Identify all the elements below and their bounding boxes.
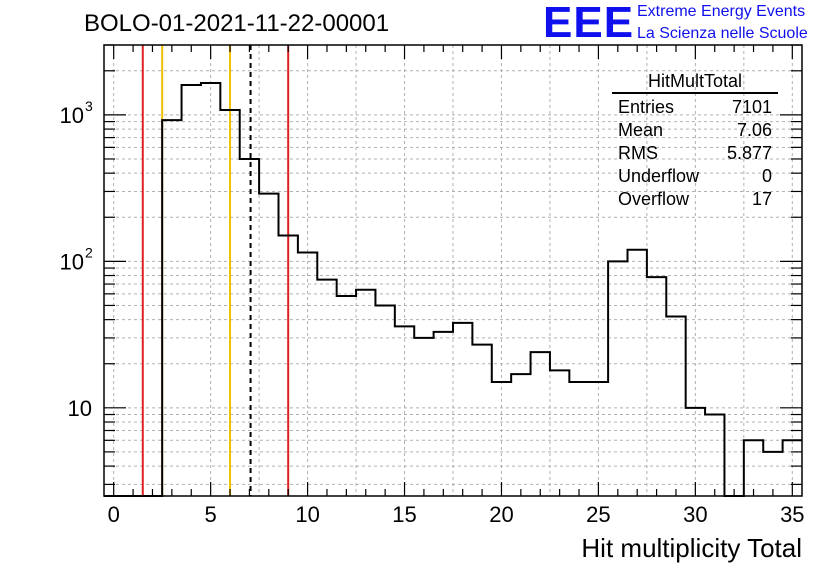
stats-label: Entries: [618, 97, 675, 117]
chart-title: BOLO-01-2021-11-22-00001: [84, 10, 390, 37]
stats-label: Mean: [618, 120, 664, 140]
x-tick-label: 35: [780, 502, 804, 527]
grid-lines: [104, 44, 802, 496]
stats-label: Overflow: [618, 189, 690, 209]
histogram-bins: [104, 82, 802, 497]
x-tick-label: 0: [108, 502, 120, 527]
stats-label: Underflow: [618, 166, 700, 186]
x-axis-label: Hit multiplicity Total: [581, 533, 802, 563]
eee-logo: EEE: [543, 0, 635, 47]
logo-caption-line2: La Scienza nelle Scuole: [637, 25, 808, 42]
x-tick-label: 15: [392, 502, 416, 527]
stats-row-rms: RMS 5.877: [610, 142, 780, 165]
stats-value: 5.877: [726, 143, 772, 163]
stats-box-title: HitMultTotal: [612, 70, 778, 94]
stats-value: 17: [751, 189, 772, 209]
stats-value: 7101: [731, 97, 772, 117]
stats-value: 7.06: [736, 120, 772, 140]
histogram-outline: [104, 82, 802, 497]
x-tick-label: 20: [489, 502, 513, 527]
stats-label: RMS: [618, 143, 658, 163]
x-tick-label: 25: [586, 502, 610, 527]
y-tick-exponent: 3: [85, 98, 93, 114]
stats-row-overflow: Overflow 17: [610, 188, 780, 211]
y-tick-label: 10: [68, 396, 92, 421]
y-tick-exponent: 2: [85, 244, 93, 260]
logo-caption-line1: Extreme Energy Events: [637, 3, 806, 20]
x-tick-label: 10: [295, 502, 319, 527]
y-tick-label: 10: [60, 103, 84, 128]
stats-row-underflow: Underflow 0: [610, 165, 780, 188]
stats-row-mean: Mean 7.06: [610, 119, 780, 142]
plot-frame: [103, 44, 803, 497]
marker-lines: [141, 45, 290, 496]
y-tick-label: 10: [60, 249, 84, 274]
stats-value: 0: [761, 166, 772, 186]
stats-row-entries: Entries 7101: [610, 96, 780, 119]
x-axis-ticks: 0 5 10 15 20 25 30 35: [108, 45, 805, 527]
x-tick-label: 5: [205, 502, 217, 527]
stats-box: HitMultTotal Entries 7101 Mean 7.06 RMS …: [610, 70, 780, 211]
x-tick-label: 30: [683, 502, 707, 527]
